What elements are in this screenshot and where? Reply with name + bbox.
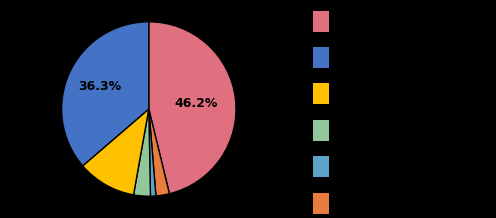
Text: 36.3%: 36.3%	[78, 80, 121, 93]
Wedge shape	[149, 109, 156, 196]
Bar	[312, 11, 329, 32]
Wedge shape	[62, 22, 149, 166]
Bar	[312, 120, 329, 141]
Wedge shape	[133, 109, 150, 196]
Bar	[312, 193, 329, 214]
Wedge shape	[83, 109, 149, 195]
Wedge shape	[149, 109, 170, 196]
Bar	[312, 47, 329, 68]
Text: 2.5%: 2.5%	[153, 214, 180, 218]
Wedge shape	[149, 22, 236, 194]
Bar	[312, 156, 329, 177]
Text: 46.2%: 46.2%	[175, 97, 218, 110]
Bar	[312, 83, 329, 104]
